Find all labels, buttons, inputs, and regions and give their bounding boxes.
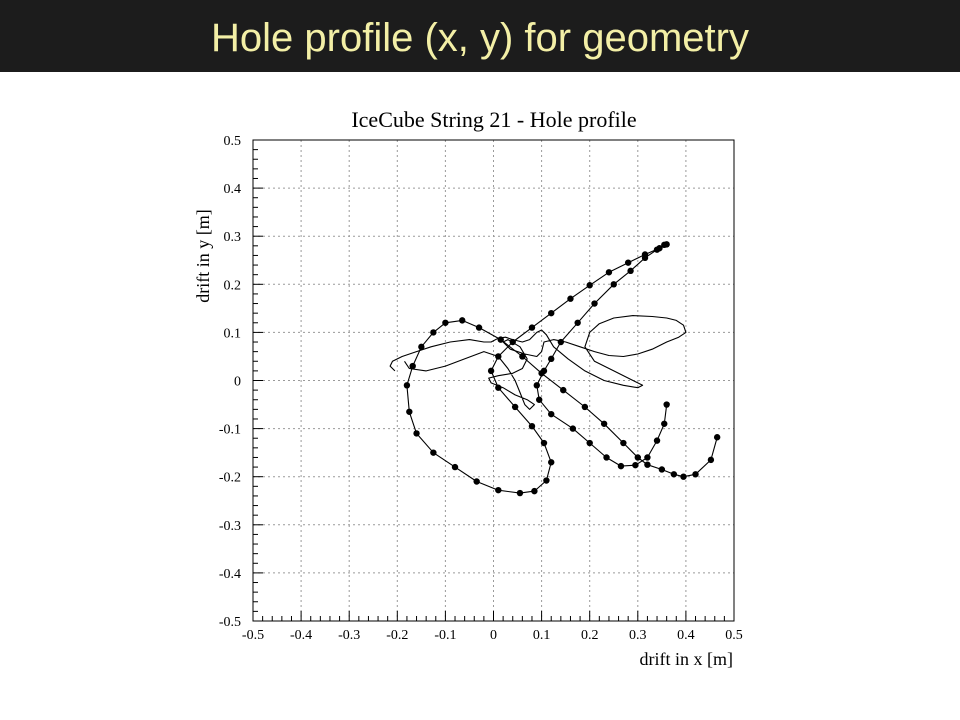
x-tick-label: 0.5: [725, 628, 743, 643]
x-tick-label: 0.3: [629, 628, 647, 643]
data-point: [430, 449, 437, 456]
data-point: [528, 422, 536, 430]
data-point: [632, 461, 639, 469]
data-point: [413, 430, 420, 437]
data-point: [475, 324, 483, 331]
x-tick-label: -0.1: [434, 628, 456, 643]
data-point: [663, 401, 670, 408]
data-point: [624, 259, 632, 266]
x-tick-label: 0.1: [533, 628, 551, 643]
series-line: [389, 315, 687, 410]
x-tick-label: -0.5: [242, 628, 264, 643]
y-tick-label: 0.1: [224, 326, 242, 341]
data-point: [661, 420, 668, 427]
data-point: [634, 454, 641, 461]
data-point: [548, 410, 555, 418]
data-point: [442, 319, 449, 326]
y-tick-label: 0: [234, 375, 241, 390]
data-point: [591, 300, 598, 307]
x-tick-label: -0.2: [386, 628, 408, 643]
data-point: [692, 471, 699, 478]
data-point: [707, 456, 715, 464]
x-tick-label: 0.4: [677, 628, 695, 643]
y-tick-label: -0.1: [219, 423, 241, 438]
data-point: [516, 489, 524, 497]
data-point: [617, 462, 625, 470]
data-point: [641, 254, 649, 262]
data-point: [653, 437, 661, 444]
y-tick-label: 0.5: [224, 134, 242, 149]
data-point: [620, 439, 627, 447]
data-point: [540, 367, 548, 375]
data-point: [548, 309, 555, 317]
data-point: [603, 454, 610, 461]
data-point: [495, 486, 502, 494]
y-tick-label: 0.2: [224, 278, 242, 293]
data-point: [528, 324, 536, 331]
data-point: [548, 459, 555, 466]
data-point: [610, 281, 617, 288]
data-point: [548, 355, 555, 363]
data-point: [473, 478, 480, 485]
y-tick-label: 0.3: [224, 230, 242, 245]
data-point: [586, 439, 593, 447]
grid-layer: [253, 140, 734, 621]
x-axis-label: drift in x [m]: [640, 649, 733, 669]
data-point: [661, 241, 668, 249]
title-bar: Hole profile (x, y) for geometry: [0, 0, 960, 72]
data-point: [487, 367, 495, 375]
data-point: [658, 466, 666, 473]
x-tick-label: 0.2: [581, 628, 599, 643]
series-line: [406, 243, 718, 494]
data-point: [560, 386, 567, 394]
data-point: [653, 246, 661, 253]
data-point: [535, 396, 543, 403]
y-tick-label: -0.2: [219, 471, 241, 486]
data-point: [713, 434, 721, 441]
data-point: [567, 295, 574, 302]
data-point: [670, 471, 678, 478]
data-point: [406, 408, 413, 415]
data-point: [430, 329, 437, 336]
y-tick-label: -0.4: [219, 567, 241, 582]
data-point: [533, 382, 540, 389]
data-point: [418, 343, 425, 351]
data-point: [569, 425, 577, 432]
data-point: [409, 362, 416, 370]
chart-title: IceCube String 21 - Hole profile: [351, 107, 636, 132]
data-point: [644, 454, 651, 461]
y-tick-label: -0.5: [219, 615, 241, 630]
data-point: [581, 403, 589, 411]
data-point: [531, 487, 538, 495]
data-point: [627, 267, 634, 275]
x-tick-label: -0.3: [338, 628, 360, 643]
slide-title: Hole profile (x, y) for geometry: [211, 16, 749, 60]
data-point: [403, 382, 411, 389]
data-point: [644, 461, 651, 468]
data-point: [519, 353, 526, 360]
x-tick-label: 0: [490, 628, 497, 643]
data-point: [605, 269, 613, 276]
data-point: [600, 420, 608, 427]
tick-layer: -0.5 -0.4 -0.3 -0.2 -0.1 0 0.1 0.2 0.3 0.4 0.5 0.5 0…: [219, 134, 743, 643]
data-point: [459, 317, 466, 324]
data-point: [574, 319, 581, 326]
data-point: [680, 473, 687, 480]
x-tick-label: -0.4: [290, 628, 312, 643]
y-tick-label: 0.4: [224, 182, 242, 197]
data-point: [540, 439, 548, 447]
y-tick-label: -0.3: [219, 519, 241, 534]
data-point: [451, 463, 459, 471]
data-point: [511, 403, 519, 411]
data-point: [586, 282, 593, 289]
data-point: [543, 477, 550, 484]
y-axis-label: drift in y [m]: [193, 209, 213, 302]
series-layer: [389, 241, 721, 497]
